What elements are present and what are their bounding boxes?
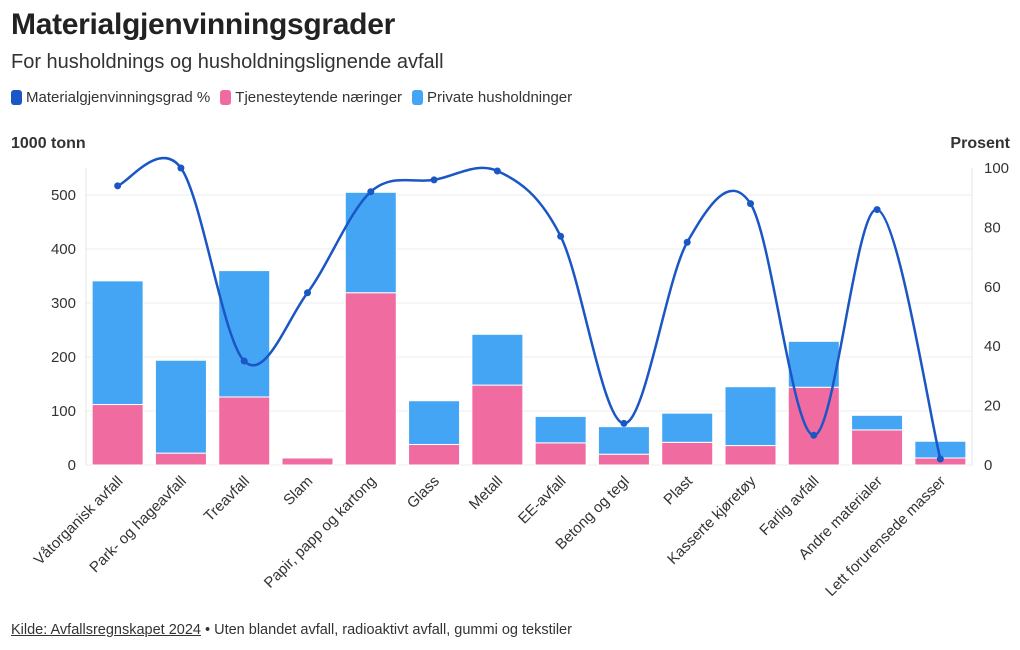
x-tick-label: Lett forurensede masser [822,473,949,600]
bar-service-industries[interactable] [281,457,334,466]
legend-label-private-households: Private husholdninger [427,89,573,106]
bar-private-households[interactable] [154,359,207,454]
x-tick-label: Farlig avfall [756,473,822,539]
recycling-rate-point[interactable] [873,206,881,214]
recycling-rate-point[interactable] [747,200,754,208]
right-tick-label: 20 [984,398,1001,415]
right-tick-label: 60 [984,279,1001,296]
left-tick-label: 200 [51,349,76,366]
bar-private-households[interactable] [534,415,587,444]
right-axis-ticks: 0 20 40 60 80 100 [984,160,1009,474]
recycling-rate-point[interactable] [557,232,565,240]
recycling-rate-point[interactable] [936,455,944,463]
bar-service-industries[interactable] [471,384,524,466]
legend: Materialgjenvinningsgrad % Tjenesteytend… [11,89,572,106]
bar-service-industries[interactable] [218,396,271,466]
right-axis-title: Prosent [950,135,1010,152]
recycling-rate-point[interactable] [430,176,438,184]
x-tick-label: Plast [660,472,696,508]
x-tick-label: Papir, papp og kartong [261,473,380,592]
left-tick-label: 500 [51,187,76,204]
recycling-rate-line [114,156,944,463]
bar-service-industries[interactable] [851,429,904,466]
legend-item-service-industries[interactable]: Tjenesteytende næringer [220,89,402,106]
x-tick-label: Slam [280,473,316,509]
footer: Kilde: Avfallsregnskapet 2024 • Uten bla… [11,622,572,638]
bars [91,191,967,466]
bar-service-industries[interactable] [91,404,144,466]
bar-private-households[interactable] [344,191,397,294]
left-tick-label: 0 [68,457,76,474]
bar-private-households[interactable] [91,280,144,406]
source-link[interactable]: Kilde: Avfallsregnskapet 2024 [11,622,201,638]
bar-private-households[interactable] [661,412,714,443]
bar-private-households[interactable] [408,400,461,445]
recycling-rate-point[interactable] [177,164,185,172]
bar-service-industries[interactable] [597,453,650,466]
bar-private-households[interactable] [724,386,777,447]
recycling-rate-point[interactable] [493,167,501,175]
x-tick-label: Metall [466,473,506,513]
x-tick-label: Glass [404,473,443,512]
bar-private-households[interactable] [471,333,524,386]
chart-subtitle: For husholdnings og husholdningslignende… [11,51,444,73]
bar-service-industries[interactable] [724,445,777,466]
legend-swatch-service-industries [220,90,232,105]
legend-label-recycling-rate: Materialgjenvinningsgrad % [26,89,211,106]
legend-label-service-industries: Tjenesteytende næringer [235,89,403,106]
bar-service-industries[interactable] [154,452,207,466]
x-tick-label: Treavfall [201,473,253,525]
bar-private-households[interactable] [851,414,904,431]
bar-service-industries[interactable] [344,292,397,466]
bar-service-industries[interactable] [408,443,461,466]
recycling-rate-point[interactable] [114,182,122,190]
recycling-rate-path [117,156,942,460]
bar-private-households[interactable] [787,340,840,388]
legend-swatch-recycling-rate [11,90,22,105]
left-axis-title: 1000 tonn [11,135,86,152]
recycling-rate-point[interactable] [810,431,818,439]
right-tick-label: 100 [984,160,1009,177]
footer-note: • Uten blandet avfall, radioaktivt avfal… [200,622,572,638]
right-tick-label: 80 [984,219,1001,236]
chart-title: Materialgjenvinningsgrader [11,8,395,41]
bar-service-industries[interactable] [534,442,587,466]
left-tick-label: 100 [51,403,76,420]
recycling-rate-point[interactable] [620,419,628,427]
legend-item-private-households[interactable]: Private husholdninger [412,89,572,106]
bar-private-households[interactable] [218,270,271,398]
left-tick-label: 300 [51,295,76,312]
right-tick-label: 40 [984,338,1001,355]
recycling-rate-point[interactable] [367,188,375,196]
recycling-rate-point[interactable] [304,289,311,297]
right-tick-label: 0 [984,457,992,474]
legend-swatch-private-households [412,90,424,105]
bar-private-households[interactable] [597,426,650,455]
recycling-rate-point[interactable] [240,357,248,365]
left-tick-label: 400 [51,241,76,258]
recycling-rate-point[interactable] [683,238,691,246]
left-axis-ticks: 0 100 200 300 400 500 [51,187,76,474]
x-tick-label: EE-avfall [515,473,569,527]
bar-service-industries[interactable] [661,441,714,466]
legend-item-recycling-rate[interactable]: Materialgjenvinningsgrad % [11,89,210,106]
